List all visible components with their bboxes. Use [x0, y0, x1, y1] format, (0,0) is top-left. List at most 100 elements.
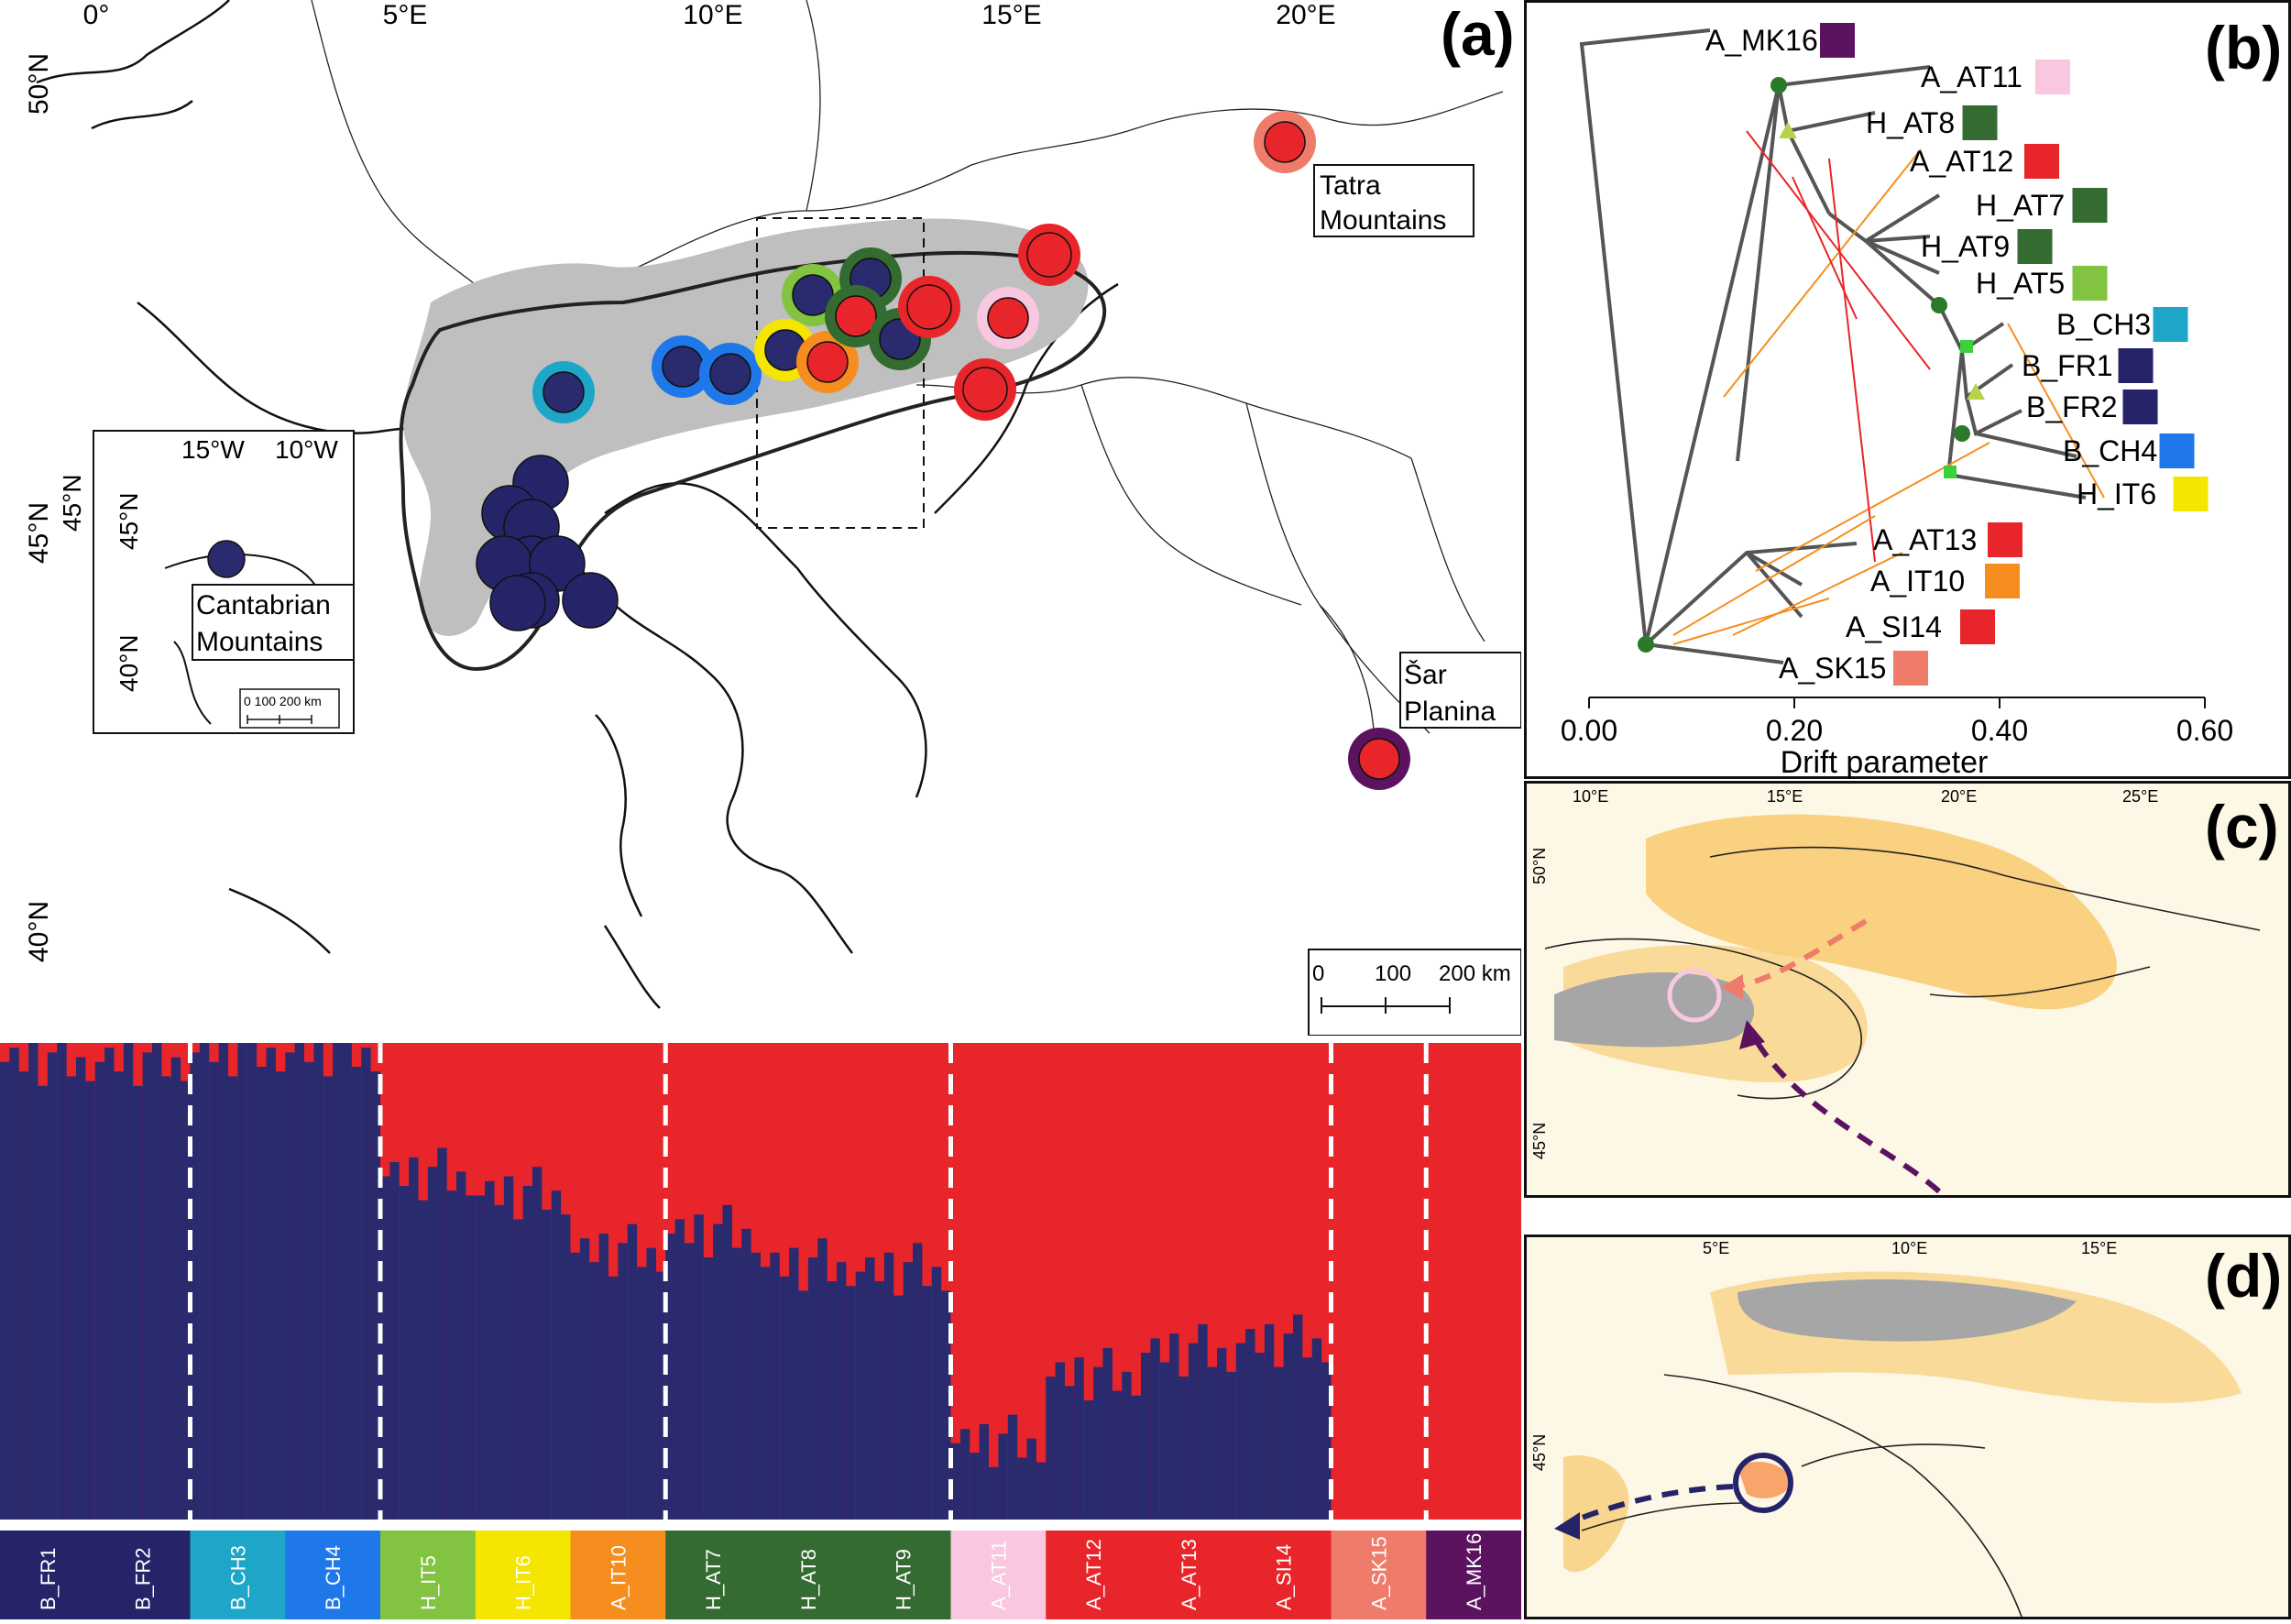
tree-xtick-0: 0.00	[1561, 714, 1617, 747]
group-label-box-b_ch4	[285, 1531, 381, 1619]
bar-red-a_sk15	[1359, 1043, 1370, 1520]
bar-red-a_at13	[1198, 1043, 1209, 1520]
bar-red-a_at13	[1178, 1043, 1189, 1520]
bar-navy-b_ch3	[218, 1043, 229, 1520]
bar-navy-b_fr1	[76, 1057, 86, 1520]
tree-leaf-b-ch4: B_CH4	[2063, 434, 2157, 467]
bar-navy-h_at8	[761, 1267, 771, 1520]
bar-red-a_at12	[1046, 1043, 1057, 1520]
bar-navy-a_at13	[1141, 1353, 1151, 1520]
group-label-box-a_sk15	[1331, 1531, 1427, 1619]
tree-leaf-h-it6: H_IT6	[2077, 477, 2156, 510]
bar-navy-a_at12	[1131, 1395, 1142, 1520]
bar-red-a_sk15	[1407, 1043, 1418, 1520]
bar-navy-h_at8	[807, 1257, 818, 1520]
tree-leaf-b-ch3: B_CH3	[2056, 308, 2151, 341]
lat-label-50n: 50°N	[24, 53, 54, 115]
bar-navy-a_at13	[1198, 1323, 1209, 1520]
tree-xtick-2: 0.40	[1971, 714, 2028, 747]
bar-red-a_at13	[1141, 1043, 1151, 1520]
bar-navy-b_fr2	[104, 1048, 115, 1520]
bar-navy-b_fr2	[133, 1085, 144, 1520]
bar-navy-a_at11	[1007, 1414, 1018, 1520]
bar-navy-b_fr1	[28, 1043, 39, 1520]
bar-navy-h_at7	[694, 1214, 705, 1520]
bar-red-a_sk15	[1387, 1043, 1398, 1520]
group-label-h_at7: H_AT7	[702, 1549, 725, 1610]
bar-navy-h_it5	[399, 1186, 410, 1520]
bar-navy-h_at8	[789, 1247, 800, 1520]
panel-e-ancestry-barplot: B_FR1 B_FR2 B_CH3 B_CH4 H_IT5 H_IT6 A_IT10 H_AT…	[0, 1043, 1522, 1619]
bar-navy-a_it10	[627, 1223, 638, 1520]
bar-navy-h_at8	[837, 1262, 847, 1520]
bar-navy-h_it6	[551, 1191, 562, 1520]
tree-leaf-a-at13: A_AT13	[1873, 523, 1977, 556]
bar-navy-h_it6	[532, 1167, 543, 1520]
tree-leaf-swatch	[1962, 105, 1998, 140]
bar-red-a_at12	[1112, 1043, 1123, 1520]
bar-navy-b_ch4	[351, 1067, 362, 1520]
bar-navy-a_at11	[989, 1466, 999, 1520]
bar-navy-a_at12	[1074, 1357, 1085, 1520]
bar-red-a_mk16	[1474, 1043, 1485, 1520]
bar-red-a_si14	[1321, 1043, 1332, 1520]
bar-navy-a_at12	[1122, 1371, 1133, 1520]
tree-leaf-swatch	[1988, 522, 2022, 557]
bar-navy-b_ch4	[313, 1043, 324, 1520]
bar-navy-a_at11	[998, 1433, 1009, 1520]
bar-navy-h_at7	[722, 1204, 733, 1520]
pie-a-at12-1	[906, 284, 952, 330]
sampling-pies	[476, 111, 1410, 790]
tree-xtick-3: 0.60	[2176, 714, 2233, 747]
group-label-box-a_at13	[1141, 1531, 1237, 1619]
bar-red-a_mk16	[1426, 1043, 1437, 1520]
bar-red-a_at11	[950, 1043, 961, 1520]
tree-leaf-swatch	[1893, 651, 1928, 686]
bar-red-a_mk16	[1454, 1043, 1465, 1520]
group-label-box-a_si14	[1235, 1531, 1332, 1619]
bar-navy-a_si14	[1321, 1362, 1332, 1520]
bar-navy-a_at13	[1169, 1333, 1180, 1520]
bar-red-a_at11	[1007, 1043, 1018, 1520]
group-label-a_at13: A_AT13	[1178, 1539, 1200, 1610]
tree-leaf-labels: A_MK16 A_AT11 H_AT8 A_AT12 H_AT7 H_AT9 H_AT5 B_…	[1705, 23, 2209, 686]
bar-navy-h_it5	[380, 1176, 390, 1520]
group-label-h_at8: H_AT8	[797, 1549, 820, 1610]
bar-red-a_at12	[1065, 1043, 1075, 1520]
bar-navy-h_at8	[770, 1252, 781, 1520]
bar-red-h_at8	[798, 1043, 809, 1520]
lon-label-0: 0°	[83, 0, 110, 30]
scale-tick-200: 200 km	[1439, 961, 1511, 986]
bar-navy-h_it5	[466, 1195, 477, 1520]
tree-leaf-b-fr2: B_FR2	[2026, 390, 2118, 423]
bar-navy-b_fr1	[85, 1081, 96, 1520]
group-label-box-h_at8	[761, 1531, 857, 1619]
bar-red-a_at11	[998, 1043, 1009, 1520]
group-label-b_ch4: B_CH4	[322, 1545, 345, 1610]
bar-red-a_sk15	[1416, 1043, 1427, 1520]
scale-tick-100: 100	[1375, 961, 1411, 986]
panel-a-map: 0° 5°E 10°E 15°E 20°E 50°N 45°N 40°N (a)…	[0, 0, 1522, 1037]
bar-red-a_at12	[1055, 1043, 1066, 1520]
pie-a-mk16	[1358, 738, 1400, 780]
tree-leaf-swatch	[2173, 477, 2209, 511]
bar-red-a_at11	[1017, 1043, 1028, 1520]
bar-navy-b_fr1	[18, 1071, 29, 1520]
bar-navy-a_at12	[1065, 1386, 1075, 1520]
d-lon-15e: 15°E	[2081, 1239, 2117, 1257]
bar-navy-h_it5	[427, 1167, 438, 1520]
bar-navy-a_si14	[1293, 1314, 1303, 1520]
bar-navy-h_it6	[561, 1214, 572, 1520]
group-label-h_it6: H_IT6	[512, 1555, 535, 1610]
bar-navy-a_si14	[1255, 1353, 1266, 1520]
panel-b-tree: (b)	[1524, 0, 2291, 780]
group-label-b_ch3: B_CH3	[226, 1545, 249, 1610]
bar-navy-a_at12	[1102, 1347, 1113, 1520]
bar-navy-a_at11	[1026, 1438, 1037, 1520]
inset-pie-cantabrian	[207, 540, 246, 578]
bar-navy-a_it10	[608, 1276, 619, 1520]
bar-navy-a_at11	[1017, 1457, 1028, 1520]
tree-leaf-swatch	[2122, 390, 2158, 424]
group-label-box-h_it5	[380, 1531, 477, 1619]
bar-navy-b_fr2	[152, 1043, 162, 1520]
